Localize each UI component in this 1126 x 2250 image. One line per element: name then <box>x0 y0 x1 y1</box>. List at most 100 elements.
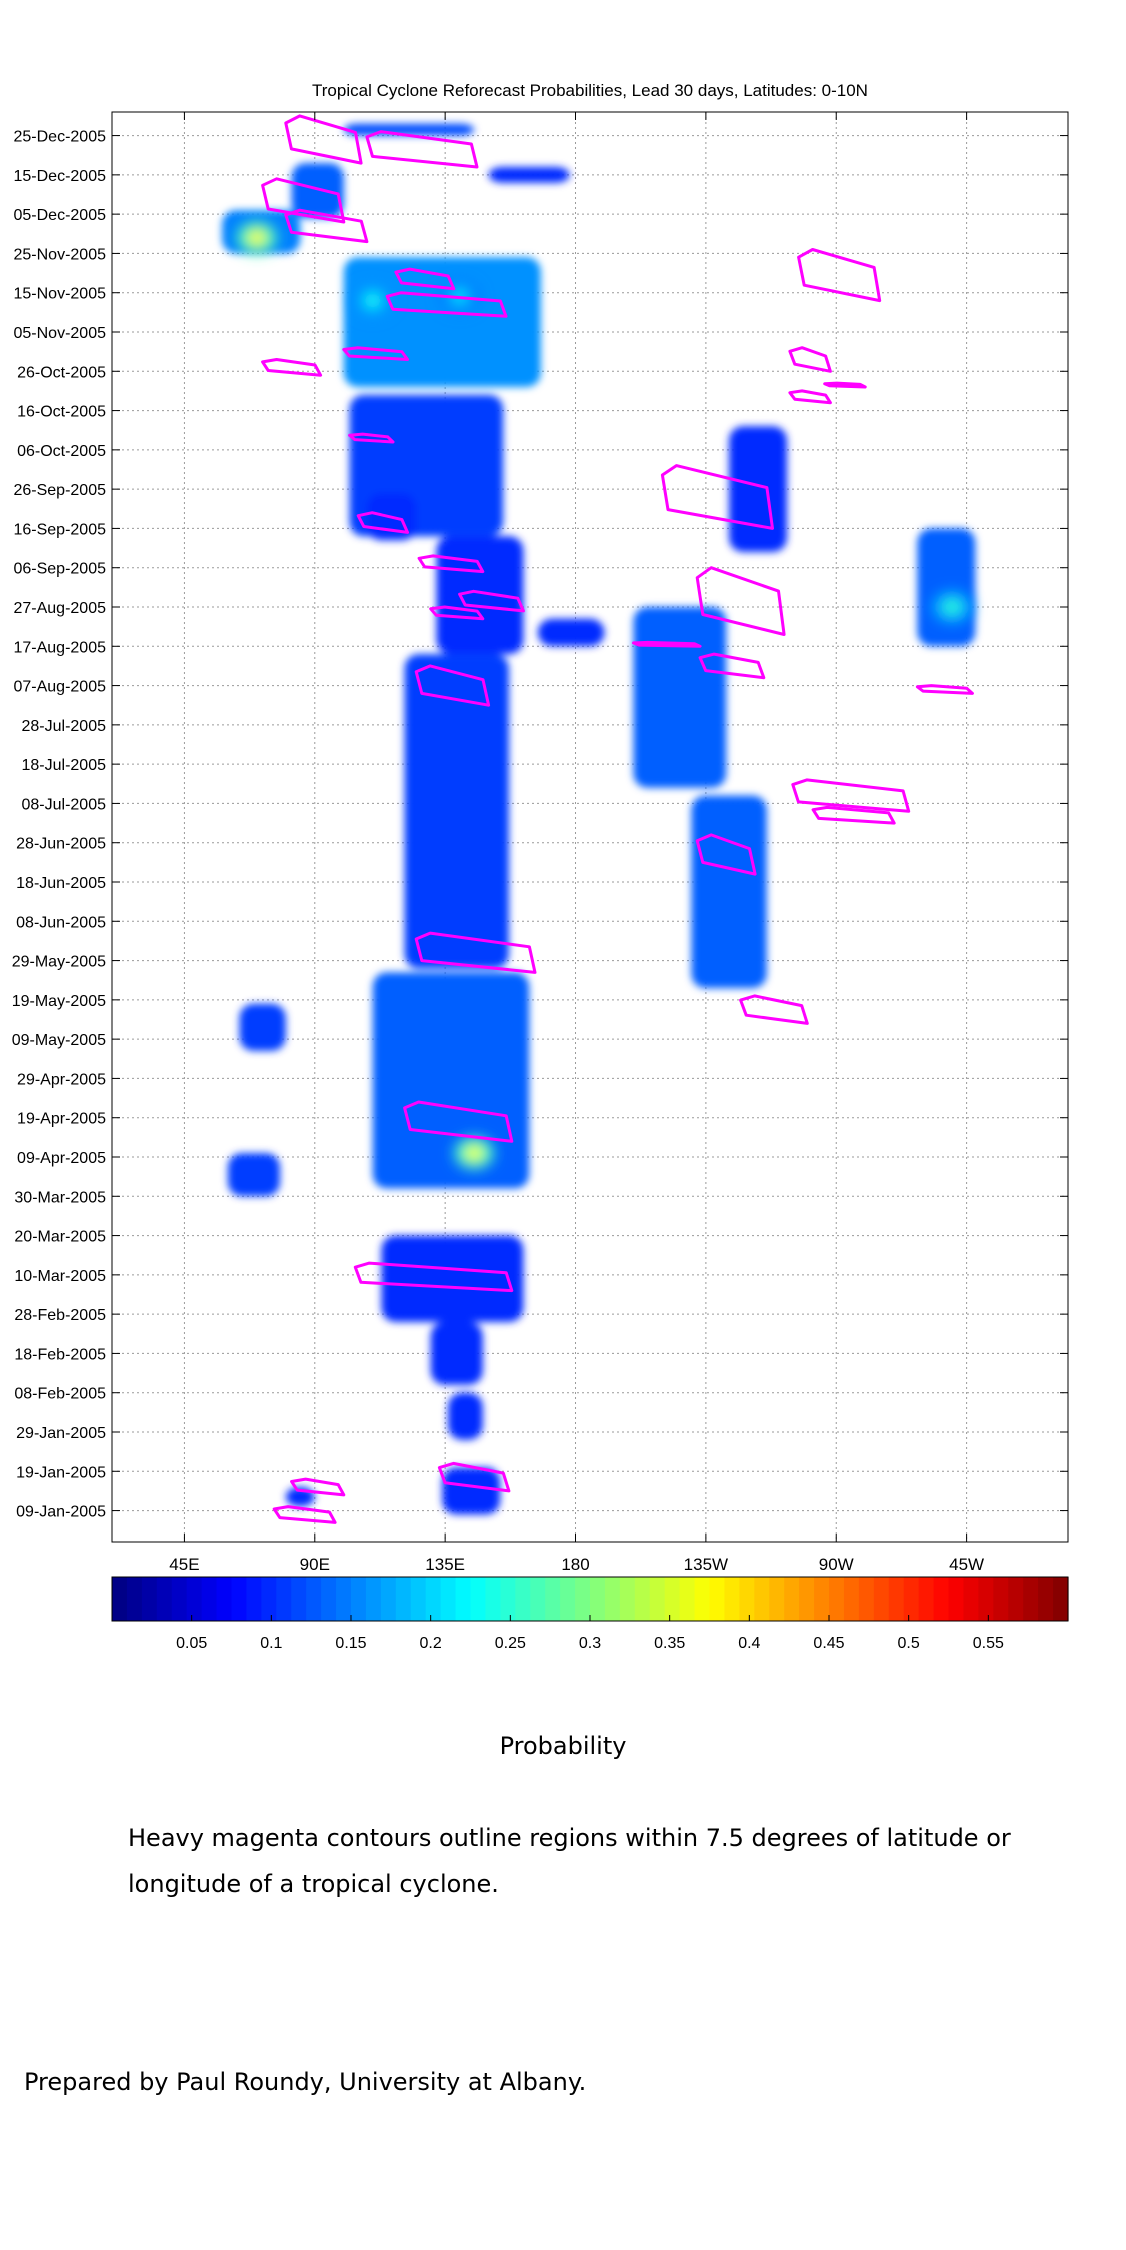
probability-region <box>291 163 344 219</box>
colorbar-step <box>799 1577 815 1621</box>
colorbar-tick-label: 0.05 <box>176 1635 207 1652</box>
probability-region <box>633 607 727 788</box>
probability-region <box>381 1235 524 1322</box>
y-tick-label: 08-Jun-2005 <box>16 914 106 931</box>
colorbar-step <box>321 1577 337 1621</box>
colorbar-step <box>978 1577 994 1621</box>
colorbar-tick-label: 0.45 <box>813 1635 844 1652</box>
y-tick-label: 26-Oct-2005 <box>17 364 106 381</box>
colorbar-step <box>963 1577 979 1621</box>
colorbar-step <box>814 1577 830 1621</box>
y-tick-label: 29-May-2005 <box>12 954 106 971</box>
y-tick-label: 15-Nov-2005 <box>14 286 107 303</box>
colorbar-step <box>873 1577 890 1621</box>
colorbar-step <box>306 1577 322 1621</box>
cyclone-contour <box>915 684 974 695</box>
y-tick-label: 06-Oct-2005 <box>17 443 106 460</box>
cyclone-contour <box>342 346 409 361</box>
y-tick-label: 29-Apr-2005 <box>17 1071 106 1088</box>
colorbar-step <box>365 1577 382 1621</box>
y-tick-label: 06-Sep-2005 <box>13 561 106 578</box>
probability-region <box>442 1467 501 1515</box>
cyclone-contour <box>437 1461 511 1493</box>
y-tick-label: 05-Dec-2005 <box>14 207 107 224</box>
probability-region <box>729 426 787 552</box>
colorbar-step <box>112 1577 128 1621</box>
colorbar-step <box>141 1577 158 1621</box>
y-tick-label: 28-Feb-2005 <box>14 1307 106 1324</box>
y-axis: 25-Dec-2005 15-Dec-2005 05-Dec-2005 25-Nov-… <box>12 129 1068 1521</box>
y-tick-label: 27-Aug-2005 <box>13 600 106 617</box>
probability-maxima <box>236 221 973 1170</box>
colorbar-step <box>1008 1577 1024 1621</box>
colorbar: 0.05 0.1 0.15 0.2 0.25 0.3 0.35 0.4 0.45 0.5 0.55 <box>111 1576 1069 1652</box>
colorbar-step <box>724 1577 740 1621</box>
cyclone-contour <box>811 805 896 825</box>
colorbar-step <box>918 1577 935 1621</box>
y-tick-label: 09-May-2005 <box>12 1032 106 1049</box>
colorbar-step <box>709 1577 726 1621</box>
cyclone-contour <box>261 177 346 224</box>
colorbar-step <box>156 1577 173 1621</box>
x-tick-label: 90W <box>819 1555 854 1574</box>
colorbar-step <box>679 1577 696 1621</box>
y-tick-label: 18-Feb-2005 <box>14 1346 106 1363</box>
colorbar-step <box>425 1577 442 1621</box>
y-tick-label: 18-Jun-2005 <box>16 875 106 892</box>
cyclone-contour <box>403 1100 514 1143</box>
y-tick-label: 30-Mar-2005 <box>14 1189 106 1206</box>
colorbar-step <box>171 1577 188 1621</box>
y-tick-label: 28-Jul-2005 <box>22 718 107 735</box>
colorbar-step <box>1053 1577 1069 1621</box>
colorbar-step <box>664 1577 681 1621</box>
colorbar-step <box>829 1577 845 1621</box>
cyclone-contour <box>353 1261 514 1293</box>
cyclone-contour <box>284 114 363 165</box>
plot-frame <box>111 111 1069 1543</box>
colorbar-step <box>515 1577 531 1621</box>
y-tick-label: 28-Jun-2005 <box>16 836 106 853</box>
colorbar-step <box>560 1577 576 1621</box>
chart-title: Tropical Cyclone Reforecast Probabilitie… <box>312 81 868 100</box>
colorbar-step <box>634 1577 651 1621</box>
y-tick-label: 09-Jan-2005 <box>16 1504 106 1521</box>
x-axis: 45E 90E 135E 180 135W 90W 45W <box>169 112 984 1574</box>
colorbar-step <box>231 1577 248 1621</box>
probability-region <box>917 528 976 647</box>
cyclone-contour <box>660 464 774 530</box>
contour-note: Heavy magenta contours outline regions w… <box>128 1824 1011 1898</box>
cyclone-contour <box>348 432 395 444</box>
y-tick-label: 25-Nov-2005 <box>14 246 107 263</box>
probability-maximum <box>363 292 382 309</box>
y-tick-label: 17-Aug-2005 <box>13 639 106 656</box>
cyclone-contour <box>788 389 832 405</box>
y-tick-label: 08-Feb-2005 <box>14 1386 106 1403</box>
colorbar-tick-label: 0.3 <box>579 1635 601 1652</box>
colorbar-tick-label: 0.4 <box>738 1635 760 1652</box>
cyclone-contour <box>788 346 832 373</box>
colorbar-tick-label: 0.1 <box>260 1635 282 1652</box>
colorbar-step <box>261 1577 277 1621</box>
colorbar-step <box>500 1577 516 1621</box>
x-tick-label: 135E <box>425 1555 465 1574</box>
colorbar-step <box>485 1577 501 1621</box>
y-tick-label: 19-May-2005 <box>12 993 106 1010</box>
probability-field <box>222 123 976 1515</box>
colorbar-step <box>201 1577 218 1621</box>
colorbar-step <box>858 1577 875 1621</box>
y-tick-label: 16-Sep-2005 <box>13 521 106 538</box>
colorbar-step <box>470 1577 487 1621</box>
cyclone-contour <box>272 1505 337 1524</box>
y-tick-label: 10-Mar-2005 <box>14 1268 106 1285</box>
colorbar-step <box>784 1577 800 1621</box>
probability-region <box>448 1392 483 1440</box>
cyclone-contour <box>739 994 809 1025</box>
cyclone-contour <box>458 589 525 613</box>
colorbar-step <box>545 1577 561 1621</box>
cyclone-contour <box>414 664 491 707</box>
colorbar-step <box>455 1577 472 1621</box>
y-tick-label: 19-Apr-2005 <box>17 1111 106 1128</box>
cyclone-contour <box>261 358 323 377</box>
colorbar-tick-label: 0.25 <box>495 1635 526 1652</box>
probability-region <box>537 618 605 647</box>
